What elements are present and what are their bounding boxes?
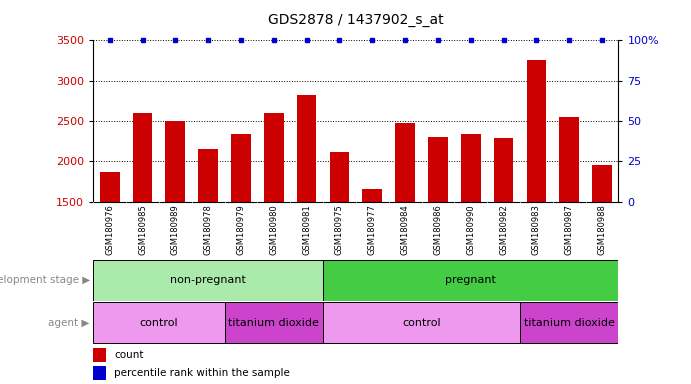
Text: titanium dioxide: titanium dioxide (228, 318, 319, 328)
Bar (100, 172, 120, 323)
Bar (428, 137, 448, 323)
Bar (264, 113, 283, 323)
Text: development stage ▶: development stage ▶ (0, 275, 90, 285)
Text: GSM180978: GSM180978 (204, 205, 213, 255)
Text: count: count (114, 350, 144, 360)
Text: GSM180986: GSM180986 (433, 205, 442, 255)
Bar (363, 189, 382, 323)
Bar (93, 302, 225, 343)
Text: pregnant: pregnant (445, 275, 496, 285)
Bar (493, 138, 513, 323)
Text: percentile rank within the sample: percentile rank within the sample (114, 368, 290, 378)
Bar (297, 95, 316, 323)
Text: GSM180987: GSM180987 (565, 205, 574, 255)
Text: GSM180976: GSM180976 (105, 205, 114, 255)
Bar (93, 260, 323, 301)
Bar (592, 164, 612, 323)
Bar (520, 302, 618, 343)
Bar (527, 61, 547, 323)
Text: control: control (140, 318, 178, 328)
Text: GSM180990: GSM180990 (466, 205, 475, 255)
Text: GSM180977: GSM180977 (368, 205, 377, 255)
Text: agent ▶: agent ▶ (48, 318, 90, 328)
Bar (93, 348, 106, 362)
Bar (323, 260, 618, 301)
Bar (395, 122, 415, 323)
Text: GSM180983: GSM180983 (532, 205, 541, 255)
Text: GSM180984: GSM180984 (401, 205, 410, 255)
Text: titanium dioxide: titanium dioxide (524, 318, 615, 328)
Bar (323, 302, 520, 343)
Text: GSM180975: GSM180975 (335, 205, 344, 255)
Text: GSM180980: GSM180980 (269, 205, 278, 255)
Text: GSM180985: GSM180985 (138, 205, 147, 255)
Text: control: control (402, 318, 441, 328)
Text: GDS2878 / 1437902_s_at: GDS2878 / 1437902_s_at (268, 13, 444, 27)
Text: GSM180981: GSM180981 (302, 205, 311, 255)
Bar (461, 134, 481, 323)
Bar (330, 152, 350, 323)
Bar (93, 366, 106, 380)
Bar (166, 121, 185, 323)
Text: GSM180989: GSM180989 (171, 205, 180, 255)
Text: non-pregnant: non-pregnant (170, 275, 246, 285)
Bar (560, 117, 579, 323)
Bar (225, 302, 323, 343)
Bar (198, 149, 218, 323)
Bar (231, 134, 251, 323)
Text: GSM180988: GSM180988 (598, 205, 607, 255)
Text: GSM180979: GSM180979 (236, 205, 245, 255)
Text: GSM180982: GSM180982 (499, 205, 508, 255)
Bar (133, 113, 153, 323)
